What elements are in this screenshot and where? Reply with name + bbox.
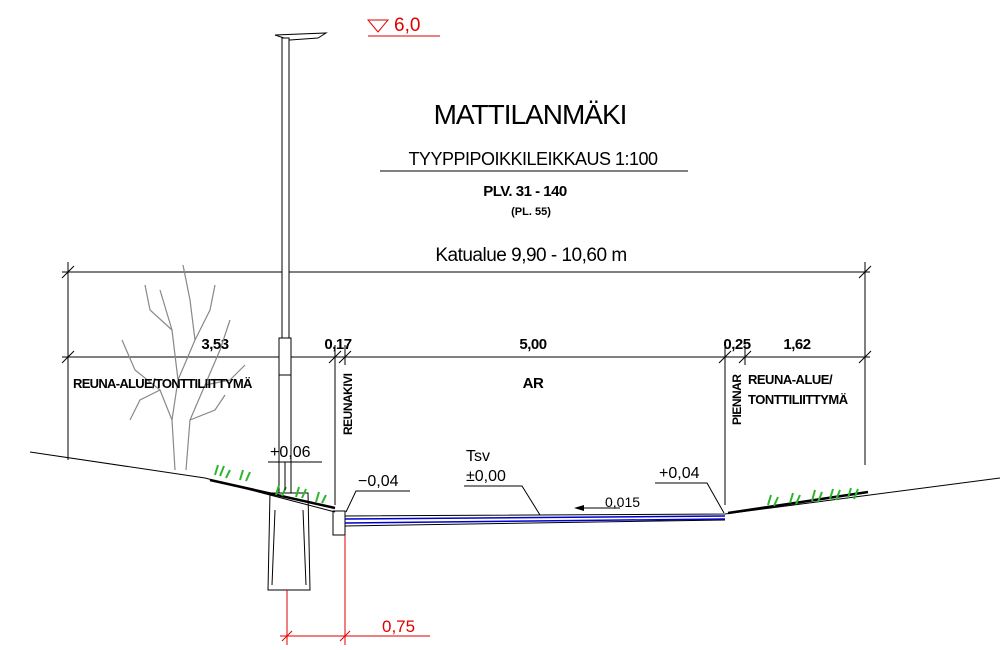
dimension: 0,17 [324,336,351,353]
dimension-lines [61,262,872,505]
zone-left: REUNA-ALUE/TONTTILIITTYMÄ [73,376,253,391]
dimension: 1,62 [783,336,810,353]
total-width: Katualue 9,90 - 10,60 m [435,245,626,266]
leader [268,461,322,490]
topsoil-left [209,478,336,510]
zone-road: AR [523,375,544,392]
tree [121,264,246,471]
lamp-post [267,32,328,591]
slope-arrowhead [574,505,584,511]
grass [214,464,859,507]
dimension: 0,25 [723,336,750,353]
ground-left [29,451,336,513]
zone-curb: REUNAKIVI [341,373,355,435]
dimension: 5,00 [519,336,546,353]
title: MATTILANMÄKI [434,99,627,130]
offset-dimension [280,535,430,645]
level: Tsv [466,448,490,465]
offset: 0,75 [382,617,415,636]
dimension: 3,53 [201,336,228,353]
pavement [344,515,726,520]
subtitle: TYYPPIPOIKKILEIKKAUS 1:100 [408,149,658,169]
topsoil-right [727,490,869,515]
leader [655,482,725,514]
elevation-symbol [366,19,390,33]
level: +0,06 [270,444,311,461]
ground-right [344,477,1001,517]
pavement-base [344,519,726,527]
elevation: 6,0 [394,15,420,36]
zone-shoulder: PIENNAR [730,374,744,425]
leader [464,485,541,516]
station: PLV. 31 - 140 [483,183,567,200]
leader [345,490,410,513]
station-note: (PL. 55) [511,206,551,218]
level: +0,04 [659,465,700,482]
level: ±0,00 [466,468,506,485]
pavement [344,518,726,524]
zone-right: TONTTILIITTYMÄ [748,392,849,407]
level: −0,04 [358,473,399,490]
zone-right: REUNA-ALUE/ [748,372,833,387]
slope: 0,015 [605,494,640,510]
